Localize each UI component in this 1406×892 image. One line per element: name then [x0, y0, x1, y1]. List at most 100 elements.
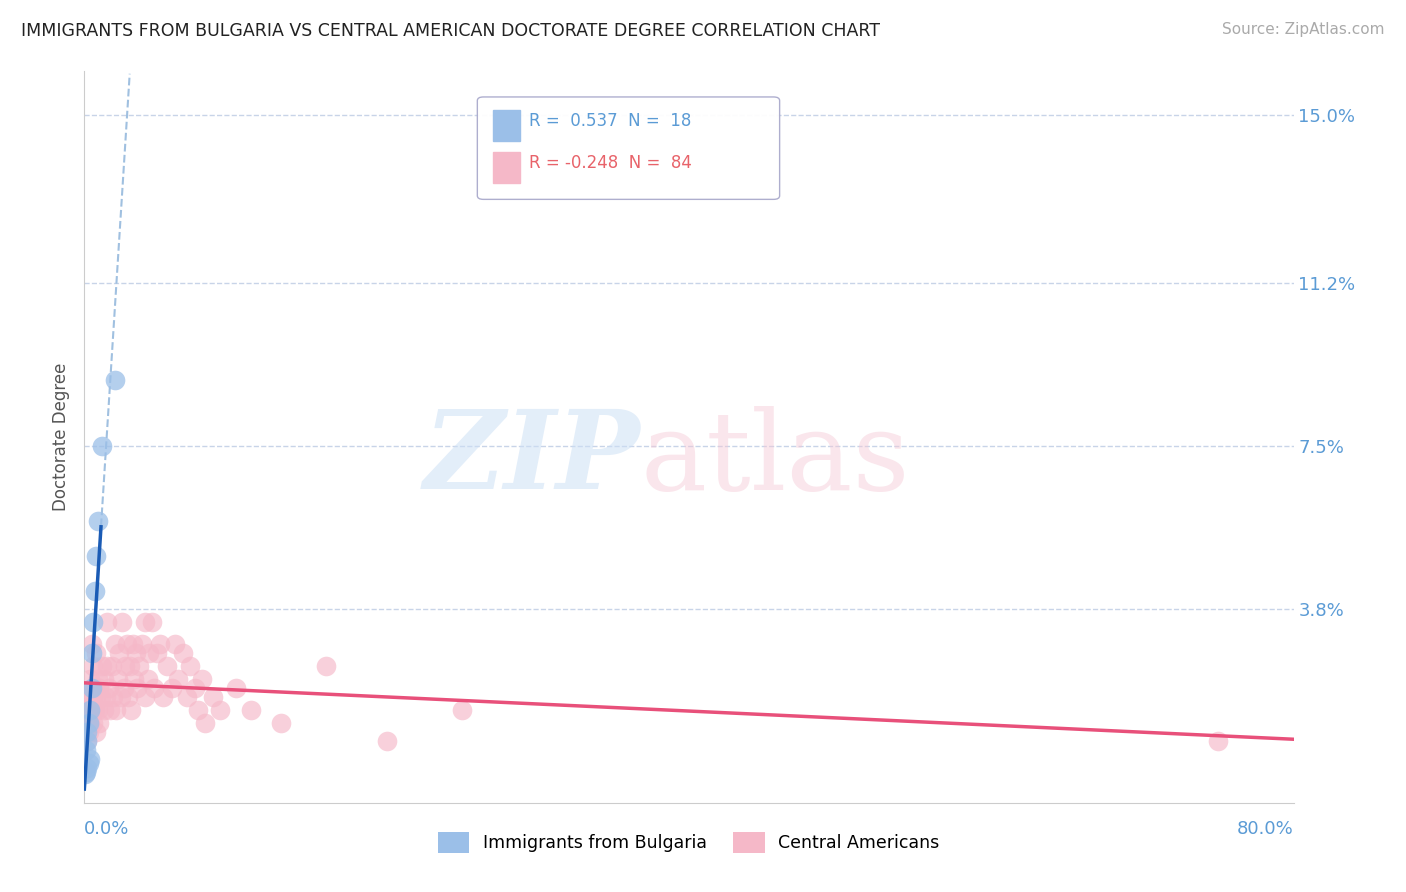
- Point: [76, 760, 98, 774]
- Point: [82, 659, 104, 673]
- Point: [270, 716, 292, 731]
- Point: [134, 690, 156, 704]
- Point: [94, 690, 117, 704]
- Point: [141, 615, 163, 629]
- Text: 0.0%: 0.0%: [84, 821, 129, 838]
- Point: [75, 703, 97, 717]
- Point: [167, 673, 190, 687]
- Point: [142, 681, 165, 696]
- Point: [149, 637, 172, 651]
- Point: [156, 659, 179, 673]
- Point: [112, 681, 135, 696]
- Point: [187, 703, 209, 717]
- Point: [114, 659, 136, 673]
- Point: [77, 716, 100, 731]
- Point: [179, 659, 201, 673]
- Point: [87, 703, 110, 717]
- Point: [165, 637, 187, 651]
- Point: [111, 615, 134, 629]
- Point: [89, 716, 111, 731]
- Point: [209, 703, 232, 717]
- Point: [225, 681, 247, 696]
- Point: [76, 712, 98, 726]
- Point: [87, 673, 110, 687]
- Point: [201, 690, 224, 704]
- Point: [79, 703, 101, 717]
- Point: [101, 690, 124, 704]
- Point: [86, 725, 108, 739]
- Y-axis label: Doctorate Degree: Doctorate Degree: [52, 363, 70, 511]
- Point: [77, 703, 100, 717]
- Point: [1206, 734, 1229, 748]
- Point: [107, 673, 129, 687]
- Point: [451, 703, 474, 717]
- Point: [89, 681, 111, 696]
- Point: [91, 439, 114, 453]
- Point: [86, 646, 108, 660]
- Point: [96, 659, 118, 673]
- Point: [84, 681, 107, 696]
- Point: [80, 646, 103, 660]
- Point: [86, 549, 108, 563]
- Point: [84, 703, 107, 717]
- Point: [76, 734, 98, 748]
- Point: [191, 673, 214, 687]
- Point: [86, 690, 108, 704]
- Point: [76, 725, 98, 739]
- Point: [315, 659, 337, 673]
- Point: [115, 637, 138, 651]
- Text: Source: ZipAtlas.com: Source: ZipAtlas.com: [1222, 22, 1385, 37]
- Point: [93, 703, 115, 717]
- Point: [80, 637, 103, 651]
- Point: [97, 681, 120, 696]
- Point: [152, 690, 174, 704]
- Point: [80, 681, 103, 696]
- Point: [79, 690, 101, 704]
- Point: [146, 646, 169, 660]
- Point: [90, 690, 112, 704]
- Point: [128, 659, 150, 673]
- Point: [96, 615, 118, 629]
- Point: [98, 703, 121, 717]
- Point: [160, 681, 183, 696]
- Point: [75, 764, 97, 779]
- Point: [104, 373, 127, 387]
- Point: [125, 646, 148, 660]
- Legend: Immigrants from Bulgaria, Central Americans: Immigrants from Bulgaria, Central Americ…: [432, 825, 946, 860]
- Point: [108, 646, 131, 660]
- Point: [104, 637, 127, 651]
- Point: [82, 615, 104, 629]
- Point: [110, 690, 132, 704]
- Point: [239, 703, 262, 717]
- Point: [76, 690, 98, 704]
- Point: [131, 637, 153, 651]
- Point: [118, 659, 141, 673]
- Text: R = -0.248  N =  84: R = -0.248 N = 84: [529, 153, 692, 172]
- Point: [80, 681, 103, 696]
- Point: [127, 681, 149, 696]
- Point: [100, 659, 122, 673]
- Point: [82, 690, 104, 704]
- Bar: [494, 152, 520, 183]
- Point: [77, 756, 100, 771]
- Point: [121, 637, 143, 651]
- Point: [122, 673, 145, 687]
- Point: [87, 514, 110, 528]
- Point: [75, 743, 97, 757]
- Point: [375, 734, 398, 748]
- Point: [120, 703, 142, 717]
- Point: [134, 615, 156, 629]
- Point: [75, 725, 97, 739]
- Point: [79, 673, 101, 687]
- Text: ZIP: ZIP: [425, 405, 641, 513]
- Point: [79, 752, 101, 766]
- Point: [77, 725, 100, 739]
- Point: [91, 659, 114, 673]
- Point: [93, 673, 115, 687]
- Point: [75, 767, 97, 781]
- Point: [117, 690, 139, 704]
- Point: [105, 703, 128, 717]
- Point: [79, 716, 101, 731]
- Point: [172, 646, 194, 660]
- Point: [176, 690, 198, 704]
